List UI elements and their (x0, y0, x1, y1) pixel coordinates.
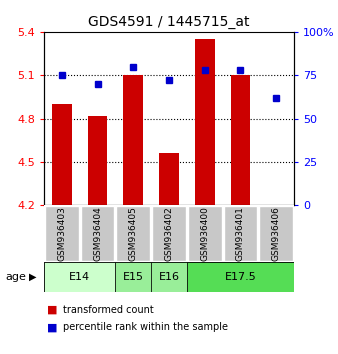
Bar (45, 206, 79, 261)
Bar (115, 262, 151, 292)
Text: percentile rank within the sample: percentile rank within the sample (63, 322, 227, 332)
Bar (159, 153, 179, 205)
Bar (195, 39, 215, 205)
Bar (188, 206, 221, 261)
Bar (81, 206, 114, 261)
Text: GSM936404: GSM936404 (93, 206, 102, 261)
Text: ▶: ▶ (29, 272, 36, 282)
Bar (231, 75, 250, 205)
Bar (44, 262, 115, 292)
Text: age: age (5, 272, 26, 282)
Text: GSM936403: GSM936403 (57, 206, 66, 261)
Bar (123, 75, 143, 205)
Text: E17.5: E17.5 (224, 272, 256, 282)
Text: ■: ■ (47, 322, 58, 332)
Bar (151, 262, 187, 292)
Bar (52, 104, 72, 205)
Bar (88, 116, 107, 205)
Text: GSM936402: GSM936402 (165, 206, 173, 261)
Text: E15: E15 (123, 272, 144, 282)
Bar (187, 262, 294, 292)
Text: GSM936405: GSM936405 (129, 206, 138, 261)
Bar (259, 206, 293, 261)
Text: transformed count: transformed count (63, 305, 153, 315)
Bar (224, 206, 257, 261)
Text: GSM936406: GSM936406 (272, 206, 281, 261)
Text: ■: ■ (47, 305, 58, 315)
Text: E16: E16 (159, 272, 179, 282)
Text: E14: E14 (69, 272, 90, 282)
Text: GSM936400: GSM936400 (200, 206, 209, 261)
Bar (117, 206, 150, 261)
Bar (152, 206, 186, 261)
Title: GDS4591 / 1445715_at: GDS4591 / 1445715_at (88, 16, 250, 29)
Text: GSM936401: GSM936401 (236, 206, 245, 261)
